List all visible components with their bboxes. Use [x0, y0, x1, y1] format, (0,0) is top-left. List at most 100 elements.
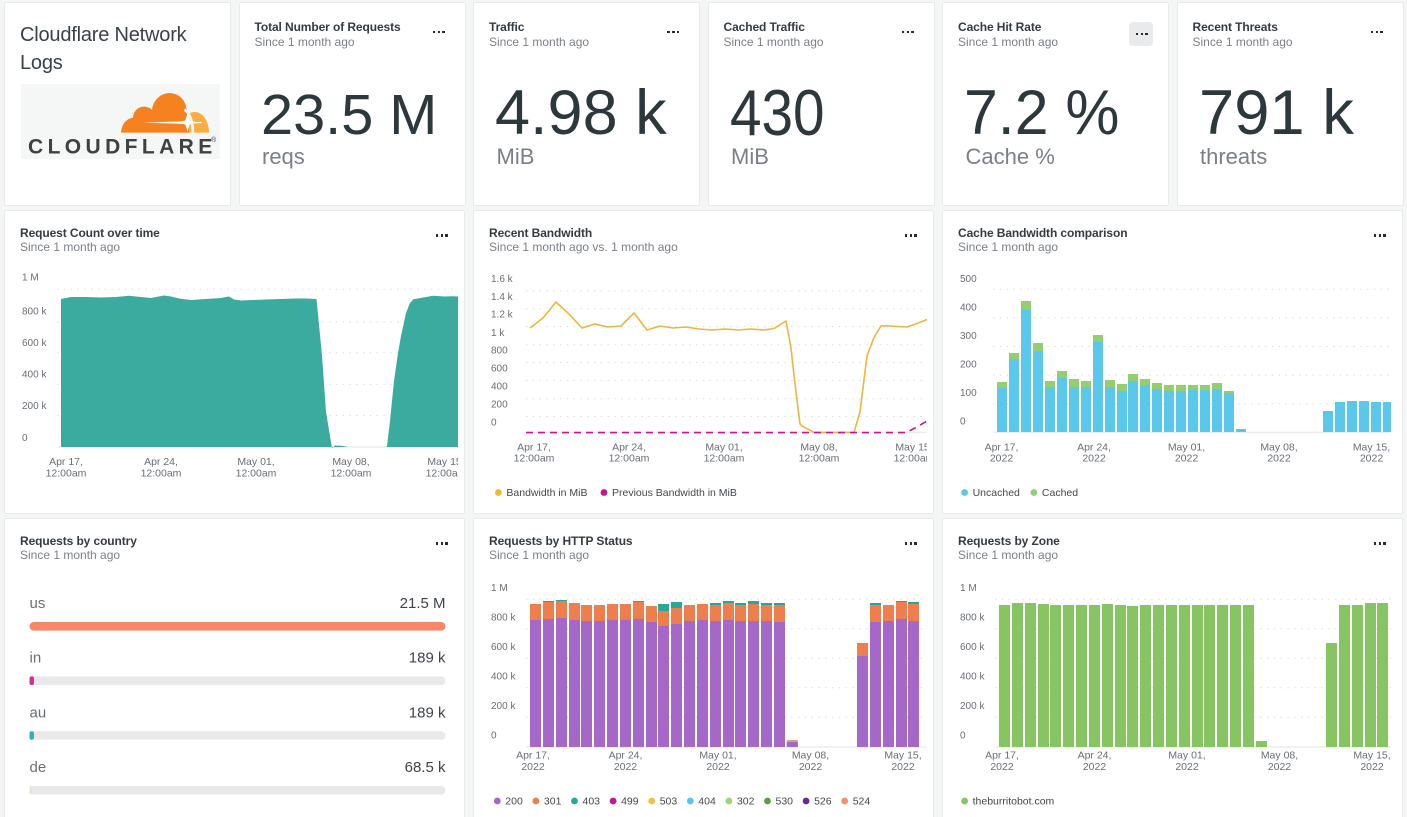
- svg-text:Apr 17,: Apr 17,: [985, 750, 1019, 762]
- svg-text:21.5 M: 21.5 M: [400, 595, 446, 612]
- svg-text:12:00am: 12:00am: [236, 468, 277, 480]
- svg-text:au: au: [30, 704, 47, 721]
- svg-text:Apr 17,: Apr 17,: [516, 750, 550, 762]
- svg-text:1 M: 1 M: [960, 583, 977, 594]
- svg-text:200 k: 200 k: [491, 701, 516, 712]
- svg-text:530: 530: [776, 796, 794, 808]
- svg-text:800 k: 800 k: [22, 306, 47, 317]
- svg-text:12:00am: 12:00am: [46, 468, 87, 480]
- svg-text:Previous Bandwidth in MiB: Previous Bandwidth in MiB: [612, 487, 737, 499]
- svg-text:1.6 k: 1.6 k: [491, 274, 514, 285]
- svg-text:2022: 2022: [891, 761, 915, 773]
- svg-text:1.2 k: 1.2 k: [491, 310, 514, 321]
- svg-text:400 k: 400 k: [22, 369, 47, 380]
- svg-text:301: 301: [544, 796, 562, 808]
- svg-text:May 08,: May 08,: [1261, 750, 1298, 762]
- svg-text:499: 499: [621, 796, 639, 808]
- svg-text:1 k: 1 k: [491, 328, 505, 339]
- svg-text:May 15,: May 15,: [427, 456, 458, 468]
- svg-text:12:00am: 12:00am: [799, 453, 840, 465]
- svg-text:0: 0: [491, 731, 497, 742]
- svg-text:May 01,: May 01,: [705, 442, 742, 454]
- svg-text:de: de: [30, 759, 47, 776]
- svg-text:us: us: [30, 595, 46, 612]
- svg-text:800: 800: [491, 346, 508, 357]
- svg-text:CLOUDFLARE: CLOUDFLARE: [28, 136, 217, 159]
- svg-text:Apr 17,: Apr 17,: [985, 442, 1019, 454]
- svg-text:Uncached: Uncached: [973, 487, 1020, 499]
- svg-text:12:00am: 12:00am: [609, 453, 650, 465]
- svg-text:2022: 2022: [1268, 761, 1292, 773]
- svg-text:Apr 24,: Apr 24,: [612, 442, 646, 454]
- svg-text:May 08,: May 08,: [1260, 442, 1297, 454]
- svg-text:200: 200: [505, 796, 523, 808]
- svg-text:400: 400: [491, 382, 508, 393]
- svg-text:0: 0: [491, 417, 497, 428]
- svg-text:600 k: 600 k: [960, 642, 985, 653]
- svg-text:0: 0: [960, 417, 966, 428]
- svg-text:2022: 2022: [1360, 761, 1384, 773]
- svg-text:Apr 17,: Apr 17,: [517, 442, 551, 454]
- svg-text:2022: 2022: [1175, 453, 1199, 465]
- svg-text:in: in: [30, 650, 42, 667]
- svg-text:200: 200: [960, 360, 977, 371]
- svg-text:2022: 2022: [990, 453, 1014, 465]
- svg-text:0: 0: [960, 731, 966, 742]
- svg-text:400 k: 400 k: [491, 672, 516, 683]
- svg-text:May 08,: May 08,: [792, 750, 829, 762]
- svg-text:Apr 24,: Apr 24,: [1078, 750, 1112, 762]
- svg-text:2022: 2022: [706, 761, 730, 773]
- svg-text:Apr 24,: Apr 24,: [144, 456, 178, 468]
- svg-text:400: 400: [960, 303, 977, 314]
- svg-text:800 k: 800 k: [491, 612, 516, 623]
- svg-text:2022: 2022: [1082, 453, 1106, 465]
- svg-text:12:00am: 12:00am: [141, 468, 182, 480]
- svg-text:May 15,: May 15,: [1353, 750, 1390, 762]
- svg-text:Cached: Cached: [1042, 487, 1078, 499]
- svg-text:189 k: 189 k: [409, 650, 446, 667]
- svg-text:400 k: 400 k: [960, 672, 985, 683]
- svg-text:302: 302: [737, 796, 755, 808]
- svg-text:®: ®: [211, 136, 217, 144]
- svg-text:68.5 k: 68.5 k: [405, 759, 446, 776]
- svg-text:2022: 2022: [614, 761, 638, 773]
- svg-text:May 01,: May 01,: [1168, 750, 1205, 762]
- svg-text:12:00am: 12:00am: [514, 453, 555, 465]
- svg-text:1 M: 1 M: [22, 272, 39, 283]
- svg-text:Bandwidth in MiB: Bandwidth in MiB: [506, 487, 587, 499]
- svg-text:800 k: 800 k: [960, 612, 985, 623]
- svg-text:200: 200: [491, 400, 508, 411]
- svg-text:May 01,: May 01,: [237, 456, 274, 468]
- svg-text:2022: 2022: [1175, 761, 1199, 773]
- svg-text:2022: 2022: [1360, 453, 1384, 465]
- svg-text:200 k: 200 k: [22, 401, 47, 412]
- svg-text:200 k: 200 k: [960, 701, 985, 712]
- svg-text:100: 100: [960, 388, 977, 399]
- svg-text:526: 526: [814, 796, 832, 808]
- svg-text:2022: 2022: [521, 761, 545, 773]
- svg-text:503: 503: [660, 796, 678, 808]
- svg-text:2022: 2022: [1267, 453, 1291, 465]
- svg-text:404: 404: [698, 796, 716, 808]
- svg-text:2022: 2022: [1083, 761, 1107, 773]
- svg-text:May 01,: May 01,: [1168, 442, 1205, 454]
- svg-text:Apr 24,: Apr 24,: [609, 750, 643, 762]
- svg-text:1.4 k: 1.4 k: [491, 292, 514, 303]
- svg-text:600 k: 600 k: [22, 338, 47, 349]
- svg-text:Apr 17,: Apr 17,: [49, 456, 83, 468]
- svg-text:600 k: 600 k: [491, 642, 516, 653]
- svg-text:May 01,: May 01,: [699, 750, 736, 762]
- svg-text:500: 500: [960, 274, 977, 285]
- svg-text:600: 600: [491, 363, 508, 374]
- svg-text:May 08,: May 08,: [800, 442, 837, 454]
- svg-text:12:00am: 12:00am: [704, 453, 745, 465]
- svg-text:0: 0: [22, 433, 28, 444]
- svg-text:May 15,: May 15,: [884, 750, 921, 762]
- svg-text:12:00am: 12:00am: [331, 468, 372, 480]
- svg-text:theburritobot.com: theburritobot.com: [973, 796, 1055, 808]
- svg-text:12:00am: 12:00am: [894, 453, 927, 465]
- svg-text:12:00am: 12:00am: [426, 468, 458, 480]
- svg-text:Apr 24,: Apr 24,: [1077, 442, 1111, 454]
- svg-text:May 15,: May 15,: [1353, 442, 1390, 454]
- svg-text:403: 403: [583, 796, 601, 808]
